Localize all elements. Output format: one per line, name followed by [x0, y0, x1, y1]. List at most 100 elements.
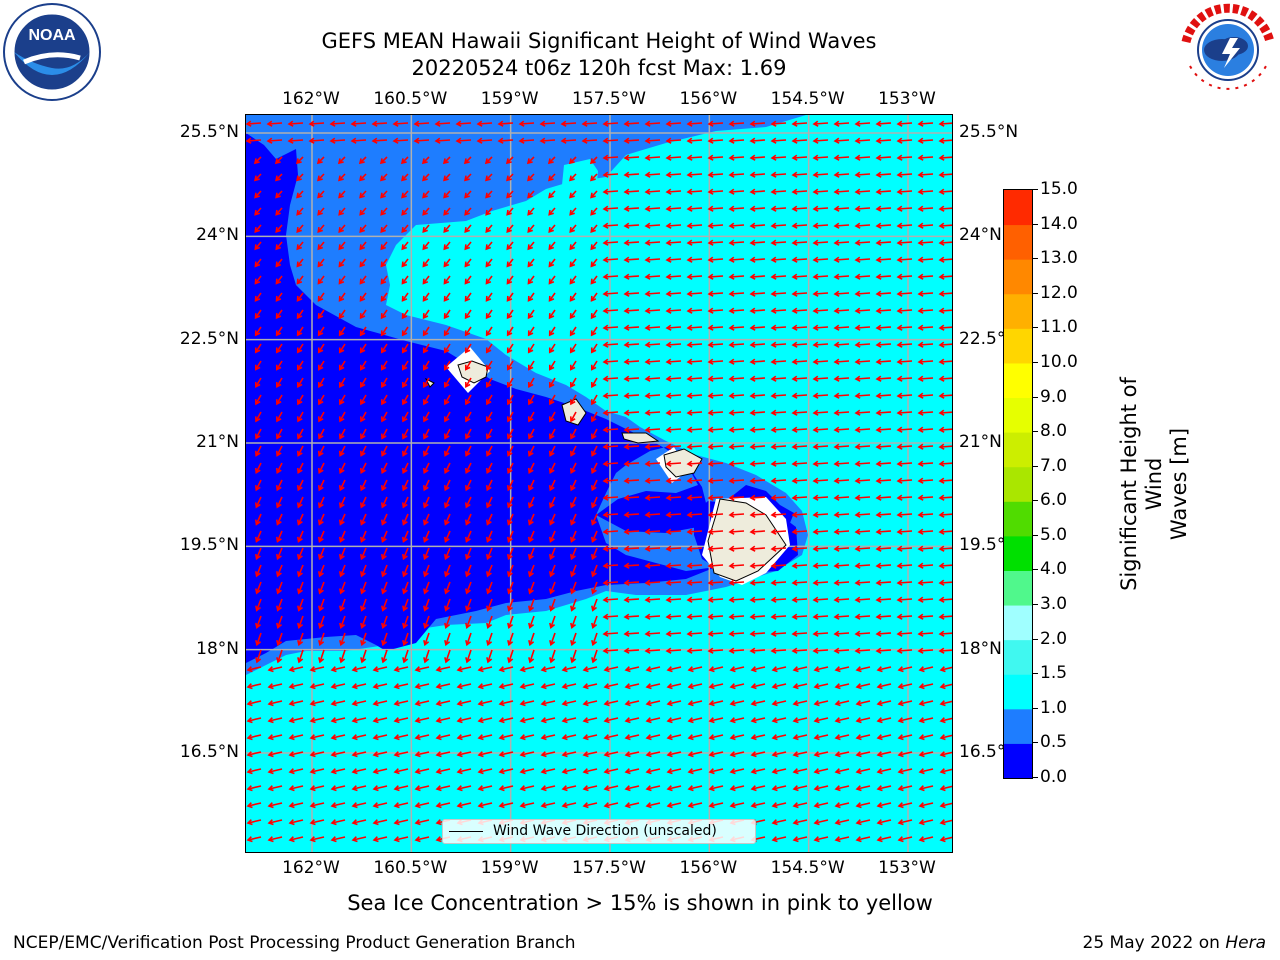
arrowhead	[855, 734, 862, 741]
wave-direction-arrow	[897, 445, 913, 448]
arrowhead	[645, 785, 652, 792]
colorbar-swatch	[1004, 397, 1032, 433]
arrowhead	[687, 700, 694, 707]
arrowhead	[602, 630, 609, 637]
arrowhead	[917, 426, 924, 433]
arrowhead	[917, 273, 924, 280]
wave-direction-arrow	[331, 700, 346, 705]
wave-direction-arrow	[897, 224, 913, 227]
wave-direction-arrow	[855, 445, 871, 448]
wave-direction-arrow	[687, 394, 703, 397]
arrowhead	[602, 528, 609, 535]
lon-tick-bottom: 156°W	[679, 858, 738, 878]
arrowhead	[938, 426, 945, 433]
arrowhead	[603, 785, 610, 792]
arrowhead	[444, 622, 451, 629]
wave-direction-arrow	[549, 462, 556, 474]
wave-direction-arrow	[465, 343, 472, 353]
wave-direction-arrow	[485, 292, 493, 302]
arrowhead	[371, 120, 378, 127]
wave-direction-arrow	[792, 122, 808, 125]
arrowhead	[876, 819, 883, 826]
arrowhead	[938, 307, 945, 314]
arrowhead	[854, 273, 861, 280]
wave-direction-arrow	[276, 445, 283, 456]
arrowhead	[435, 717, 442, 724]
arrowhead	[506, 278, 513, 285]
map-title-line1: GEFS MEAN Hawaii Significant Height of W…	[321, 29, 877, 53]
arrowhead	[456, 700, 463, 707]
arrowhead	[854, 460, 861, 467]
arrowhead	[644, 171, 651, 178]
wave-direction-arrow	[939, 190, 952, 193]
wave-direction-arrow	[486, 581, 493, 594]
wave-direction-arrow	[255, 547, 262, 560]
wave-direction-arrow	[750, 360, 766, 363]
arrowhead	[422, 244, 429, 251]
arrowhead	[624, 683, 631, 690]
arrowhead	[275, 433, 282, 440]
arrowhead	[770, 154, 777, 161]
wave-direction-arrow	[709, 768, 724, 773]
arrowhead	[728, 256, 735, 263]
wave-direction-arrow	[373, 734, 388, 739]
arrowhead	[414, 768, 421, 775]
arrowhead	[644, 239, 651, 246]
arrowhead	[297, 571, 303, 578]
arrowhead	[317, 278, 324, 285]
arrowhead	[288, 802, 295, 809]
wave-direction-arrow	[877, 768, 892, 773]
colorbar-swatches	[1004, 190, 1032, 779]
arrowhead	[288, 751, 295, 758]
arrowhead	[296, 536, 303, 543]
arrowhead	[686, 171, 693, 178]
wave-direction-arrow	[401, 258, 409, 267]
arrowhead	[854, 375, 861, 382]
arrowhead	[729, 666, 736, 673]
arrowhead	[833, 630, 840, 637]
arrowhead	[918, 768, 925, 775]
arrowhead	[359, 192, 365, 199]
arrowhead	[686, 375, 693, 382]
wave-direction-arrow	[541, 700, 556, 705]
arrowhead	[749, 477, 756, 484]
wave-direction-arrow	[771, 224, 787, 227]
wave-direction-arrow	[423, 462, 430, 474]
wave-direction-arrow	[834, 632, 850, 635]
wave-direction-arrow	[688, 666, 703, 671]
arrowhead	[644, 273, 651, 280]
wave-direction-arrow	[729, 173, 745, 176]
arrowhead	[485, 347, 492, 354]
arrowhead	[528, 657, 535, 664]
wave-direction-arrow	[918, 632, 934, 635]
arrowhead	[812, 273, 819, 280]
arrowhead	[414, 683, 421, 690]
wave-direction-arrow	[687, 547, 703, 550]
wave-direction-arrow	[709, 700, 724, 705]
arrowhead	[854, 443, 861, 450]
arrowhead	[897, 768, 904, 775]
wave-direction-arrow	[414, 139, 430, 142]
wave-direction-arrow	[339, 564, 346, 577]
arrowhead	[570, 622, 577, 629]
colorbar-tick: 1.5	[1040, 663, 1068, 684]
arrowhead	[770, 409, 777, 416]
wave-direction-arrow	[466, 649, 472, 663]
wave-direction-arrow	[402, 564, 409, 577]
wave-direction-arrow	[549, 394, 556, 405]
colorbar-swatch	[1004, 605, 1032, 641]
arrowhead	[435, 785, 442, 792]
wave-direction-arrow	[277, 615, 283, 628]
arrowhead	[540, 734, 547, 741]
arrowhead	[707, 375, 714, 382]
wave-direction-arrow	[499, 683, 514, 688]
arrowhead	[749, 511, 756, 518]
arrowhead	[296, 485, 303, 492]
arrowhead	[623, 409, 630, 416]
wave-direction-arrow	[687, 496, 703, 499]
wave-direction-arrow	[338, 309, 346, 319]
wave-direction-arrow	[549, 513, 556, 525]
arrowhead	[812, 443, 819, 450]
wave-direction-arrow	[813, 615, 829, 618]
arrowhead	[875, 477, 882, 484]
